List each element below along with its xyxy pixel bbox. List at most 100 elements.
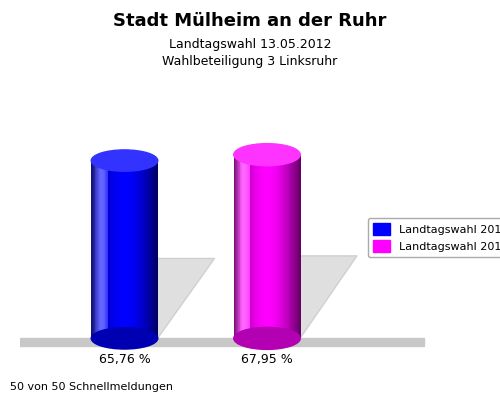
Bar xyxy=(267,155,268,338)
Bar xyxy=(236,155,238,338)
Ellipse shape xyxy=(234,327,300,349)
Bar xyxy=(142,160,144,338)
Bar xyxy=(107,160,108,338)
Bar xyxy=(252,155,254,338)
Bar xyxy=(153,160,154,338)
Bar xyxy=(241,155,242,338)
Bar xyxy=(290,155,291,338)
Bar xyxy=(282,155,284,338)
Bar xyxy=(250,155,252,338)
Bar xyxy=(278,155,280,338)
Bar xyxy=(244,155,245,338)
Bar xyxy=(130,160,132,338)
Bar xyxy=(287,155,288,338)
Bar xyxy=(258,155,260,338)
Bar xyxy=(262,155,264,338)
Bar xyxy=(96,160,98,338)
Bar xyxy=(91,160,92,338)
Text: 65,76 %: 65,76 % xyxy=(98,353,150,366)
Bar xyxy=(117,160,118,338)
Bar xyxy=(100,160,101,338)
Bar xyxy=(281,155,282,338)
Bar xyxy=(254,155,256,338)
Bar xyxy=(128,160,129,338)
Bar xyxy=(104,160,105,338)
Bar xyxy=(101,160,102,338)
Bar xyxy=(260,155,261,338)
Bar xyxy=(270,155,271,338)
Bar xyxy=(284,155,286,338)
Text: 50 von 50 Schnellmeldungen: 50 von 50 Schnellmeldungen xyxy=(10,382,173,392)
Bar xyxy=(124,160,126,338)
Bar xyxy=(266,155,268,338)
Bar xyxy=(141,160,142,338)
Bar xyxy=(137,160,138,338)
Bar xyxy=(138,160,140,338)
Ellipse shape xyxy=(91,150,158,171)
Bar xyxy=(138,160,139,338)
Bar xyxy=(254,155,255,338)
Bar xyxy=(140,160,141,338)
Bar xyxy=(293,155,294,338)
Bar xyxy=(108,160,110,338)
Bar xyxy=(144,160,145,338)
Bar xyxy=(243,155,244,338)
Bar xyxy=(294,155,295,338)
Bar xyxy=(134,160,135,338)
Bar xyxy=(131,160,132,338)
Bar xyxy=(276,155,278,338)
Bar xyxy=(150,160,152,338)
Text: Stadt Mülheim an der Ruhr: Stadt Mülheim an der Ruhr xyxy=(114,12,386,30)
Polygon shape xyxy=(234,256,358,338)
Polygon shape xyxy=(91,258,215,338)
Bar xyxy=(240,155,242,338)
Bar xyxy=(288,155,289,338)
Bar xyxy=(154,160,156,338)
Bar xyxy=(264,155,266,338)
Bar xyxy=(146,160,148,338)
Bar xyxy=(257,155,258,338)
Bar xyxy=(102,160,104,338)
Bar xyxy=(260,155,262,338)
Bar xyxy=(288,155,290,338)
Legend: Landtagswahl 2012, Landtagswahl 2010: Landtagswahl 2012, Landtagswahl 2010 xyxy=(368,218,500,257)
Bar xyxy=(238,155,240,338)
Bar xyxy=(93,160,94,338)
Bar xyxy=(248,155,250,338)
Bar xyxy=(246,155,248,338)
Bar xyxy=(98,160,99,338)
Bar xyxy=(297,155,298,338)
Bar xyxy=(110,160,111,338)
Bar xyxy=(264,155,265,338)
Bar xyxy=(111,160,112,338)
Text: 67,95 %: 67,95 % xyxy=(241,353,293,366)
Bar xyxy=(298,155,299,338)
Bar xyxy=(291,155,292,338)
Text: Landtagswahl 13.05.2012: Landtagswahl 13.05.2012 xyxy=(169,38,331,51)
Bar xyxy=(118,160,119,338)
Bar xyxy=(147,160,148,338)
Bar xyxy=(256,155,258,338)
Bar xyxy=(290,155,292,338)
Bar xyxy=(284,155,285,338)
Bar xyxy=(157,160,158,338)
Bar xyxy=(148,160,149,338)
Bar xyxy=(120,160,121,338)
Bar xyxy=(136,160,138,338)
Bar xyxy=(292,155,293,338)
Bar xyxy=(261,155,262,338)
Bar xyxy=(121,160,122,338)
Bar xyxy=(263,155,264,338)
Bar xyxy=(296,155,298,338)
Bar xyxy=(152,160,153,338)
Bar xyxy=(122,160,124,338)
Bar xyxy=(283,155,284,338)
Bar xyxy=(118,160,120,338)
Bar xyxy=(278,155,279,338)
Bar xyxy=(280,155,281,338)
Bar xyxy=(237,155,238,338)
Bar xyxy=(124,160,125,338)
Bar xyxy=(244,155,246,338)
Bar xyxy=(274,155,276,338)
Bar xyxy=(92,160,94,338)
